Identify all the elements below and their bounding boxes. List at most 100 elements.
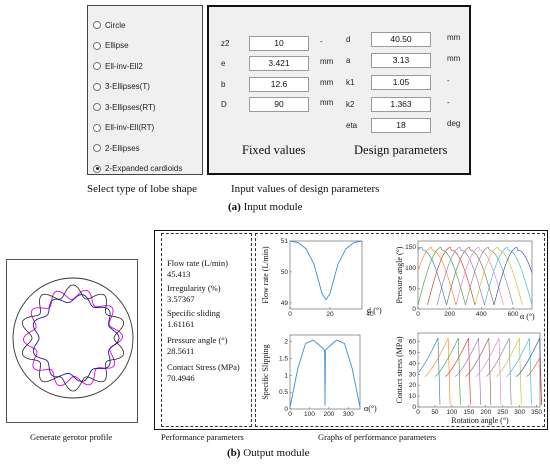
contact-stress-line (495, 337, 522, 405)
radio-button[interactable] (93, 62, 101, 70)
x-tick-label: 50 (431, 409, 439, 416)
x-tick-label: 20 (326, 311, 334, 318)
contact-stress-line (444, 337, 471, 405)
lobe-shape-option[interactable]: 2-Ellipses (93, 141, 140, 155)
radio-button[interactable] (93, 103, 101, 111)
y-axis-label: Flow rate (L/min) (261, 246, 270, 304)
lobe-shape-label: Circle (105, 20, 126, 30)
x-tick-label: 300 (343, 411, 354, 418)
gerotor-profile-drawing (12, 277, 134, 399)
performance-item: Irregularity (%) 3.57367 (167, 283, 221, 305)
parameter-input[interactable]: 12.6 (249, 77, 309, 92)
contact-stress-line (434, 337, 461, 405)
parameter-label: k1 (346, 78, 355, 87)
lobe-shape-label: Ell-inv-Ell(RT) (105, 123, 155, 132)
input-module-letter: (a) (228, 201, 241, 213)
parameter-label: d (346, 35, 351, 44)
radio-button[interactable] (93, 123, 101, 132)
lobe-shape-panel: Circle Ellipse Ell-inv-Ell2 3-Ellipses(T) 3-… (87, 5, 203, 175)
contact-stress-line (418, 337, 441, 405)
parameter-input[interactable]: 3.421 (249, 56, 309, 71)
output-module-label: Output module (240, 447, 310, 459)
lobe-shape-label: 3-Ellipses(T) (105, 82, 150, 91)
x-tick-label: 200 (444, 311, 455, 318)
parameter-label: eta (346, 121, 358, 130)
parameter-unit: deg (447, 119, 461, 128)
contact-stress-chart: 0 50 100 150 200 250 300 350 0 10 20 30 40 50 60 Contac… (395, 332, 542, 425)
contact-stress-line (465, 337, 492, 405)
x-tick-label: 100 (446, 409, 457, 416)
x-tick-label: 600 (508, 311, 519, 318)
contact-stress-line (455, 337, 481, 405)
gerotor-profile-view (6, 259, 138, 423)
design-parameters-caption: Input values of design parameters (231, 183, 380, 195)
inner-rotor-profile (32, 294, 120, 382)
housing-circle (12, 277, 134, 399)
lobe-shape-option[interactable]: 3-Ellipses(RT) (93, 100, 156, 114)
pressure-angle-line (417, 246, 466, 305)
x-tick-label: 200 (480, 409, 491, 416)
parameter-input[interactable]: 90 (249, 97, 309, 112)
y-tick-label: 1 (284, 372, 288, 379)
input-module-label: Input module (240, 201, 303, 213)
y-tick-label: 50 (409, 350, 417, 357)
parameter-input[interactable]: 18 (371, 118, 431, 133)
lobe-shape-option[interactable]: Ellipse (93, 39, 129, 53)
performance-value: 3.57367 (167, 294, 195, 304)
parameter-unit: - (447, 98, 450, 107)
lobe-shape-option[interactable]: Ell-inv-Ell(RT) (93, 121, 154, 135)
lobe-shape-option[interactable]: Circle (93, 18, 125, 32)
contact-stress-line (526, 357, 542, 405)
y-tick-label: 50 (281, 269, 289, 276)
flow-rate-line (289, 240, 363, 301)
graphs-caption: Graphs of performance parameters (318, 432, 437, 442)
parameter-unit: mm (447, 33, 461, 42)
performance-item: Specific sliding 1.61161 (167, 308, 220, 330)
x-tick-label: 300 (514, 409, 525, 416)
pressure-angle-line (484, 246, 533, 305)
parameter-unit: mm (320, 78, 334, 87)
lobe-shape-label: Ellipse (105, 41, 129, 50)
pressure-angle-line (436, 246, 485, 305)
radio-button[interactable] (93, 82, 101, 91)
parameter-input[interactable]: 1.363 (371, 97, 431, 112)
radio-button[interactable] (93, 41, 101, 50)
parameter-input[interactable]: 3.13 (371, 53, 431, 68)
lobe-shape-option[interactable]: 2-Expanded cardioids (93, 162, 182, 176)
parameter-input[interactable]: 1.05 (371, 75, 431, 90)
contact-stress-line (475, 337, 502, 405)
y-tick-label: 0 (412, 306, 416, 313)
performance-item: Contact Stress (MPa) 70.4946 (167, 362, 240, 384)
output-module-letter: (b) (227, 447, 241, 459)
performance-item: Pressure angle (°) 28.5611 (167, 335, 228, 357)
x-tick-label: 0 (288, 411, 292, 418)
parameter-label: k2 (346, 100, 355, 109)
lobe-shape-label: Ell-inv-Ell2 (105, 61, 143, 71)
parameter-input[interactable]: 40.50 (371, 32, 431, 47)
lobe-shape-option[interactable]: 3-Ellipses(T) (93, 80, 150, 94)
radio-button[interactable] (93, 144, 101, 152)
pressure-angle-line (427, 246, 476, 305)
parameter-input[interactable]: 10 (249, 36, 309, 51)
y-tick-label: 49 (281, 300, 289, 307)
contact-stress-line (516, 337, 542, 405)
x-tick-label: 40 (366, 311, 374, 318)
y-tick-label: 0.5 (279, 389, 288, 396)
y-tick-label: 30 (409, 371, 417, 378)
gerotor-caption: Generate gerotor profile (30, 432, 113, 442)
x-tick-label: 400 (476, 311, 487, 318)
radio-button[interactable] (93, 164, 101, 173)
plot-area (289, 240, 363, 310)
lobe-shape-label: 3-Ellipses(RT) (105, 102, 156, 112)
y-tick-label: 50 (409, 285, 417, 292)
y-tick-label: 0 (284, 406, 288, 413)
lobe-shape-option[interactable]: Ell-inv-Ell2 (93, 59, 143, 73)
specific-slipping-chart: 0 100 200 300 0 0.5 1 1.5 2 Specific Slipping α(°) (261, 334, 377, 418)
radio-button[interactable] (93, 21, 101, 29)
performance-label: Contact Stress (MPa) (167, 362, 240, 372)
parameter-label: a (346, 56, 351, 65)
pressure-angle-line (474, 246, 523, 305)
pressure-angle-line (455, 246, 504, 305)
output-module-caption: (b) Output module (227, 447, 310, 459)
